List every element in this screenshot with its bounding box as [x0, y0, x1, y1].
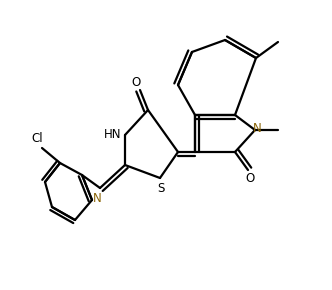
Text: O: O [131, 75, 141, 88]
Text: S: S [157, 182, 165, 195]
Text: N: N [253, 122, 261, 135]
Text: O: O [245, 171, 255, 184]
Text: N: N [93, 191, 101, 204]
Text: HN: HN [104, 128, 122, 142]
Text: Cl: Cl [31, 131, 43, 144]
